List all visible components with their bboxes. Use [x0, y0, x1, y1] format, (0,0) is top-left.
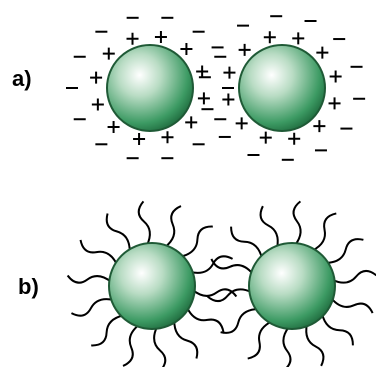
- positive-charge: [90, 72, 102, 84]
- particle: [107, 45, 193, 131]
- positive-charge: [236, 117, 248, 129]
- polymer-chain: [231, 227, 262, 258]
- page: {"panels": [{"label": "a)"}, {"label": "…: [0, 0, 376, 367]
- polymer-chain: [165, 206, 181, 247]
- polymer-chain: [261, 206, 278, 248]
- positive-charge: [180, 43, 192, 55]
- positive-charge: [196, 65, 208, 77]
- polymer-chain: [107, 214, 130, 252]
- positive-charge: [313, 120, 325, 132]
- polymer-chain: [68, 276, 112, 283]
- positive-charge: [103, 48, 115, 60]
- positive-charge: [330, 70, 342, 82]
- polymer-chain: [139, 201, 150, 245]
- positive-charge: [264, 31, 276, 43]
- positive-charge: [133, 133, 145, 145]
- polymer-chain: [154, 327, 165, 367]
- polymer-chain: [313, 213, 337, 250]
- particle: [249, 243, 335, 329]
- positive-charge: [108, 121, 120, 133]
- polymer-chain: [306, 324, 323, 366]
- positive-charge: [329, 97, 341, 109]
- positive-charge: [92, 99, 104, 111]
- polymer-chain: [123, 325, 139, 366]
- positive-charge: [292, 32, 304, 44]
- positive-charge: [239, 44, 251, 56]
- positive-charge: [161, 131, 173, 143]
- particle: [239, 45, 325, 131]
- polymer-chain: [174, 320, 197, 358]
- polymer-chain: [326, 239, 363, 263]
- positive-charge: [222, 94, 234, 106]
- polymer-chain: [322, 314, 353, 345]
- particle: [109, 243, 195, 329]
- polymer-chain: [181, 227, 213, 257]
- positive-charge: [288, 133, 300, 145]
- polymer-chain: [211, 259, 252, 274]
- positive-charge: [316, 47, 328, 59]
- polymer-chain: [221, 309, 258, 333]
- polymer-chain: [283, 327, 290, 367]
- positive-charge: [127, 33, 139, 45]
- positive-charge: [155, 31, 167, 43]
- polymer-chain: [81, 240, 117, 265]
- positive-charge: [223, 67, 235, 79]
- polymer-chain: [294, 201, 301, 245]
- polymer-chain: [191, 256, 233, 273]
- polymer-chain: [71, 299, 113, 316]
- panel-label: a): [12, 66, 32, 91]
- particles: [107, 45, 335, 329]
- positive-charge: [185, 116, 197, 128]
- positive-charge: [260, 132, 272, 144]
- polymer-chain: [333, 271, 376, 283]
- polymer-chain: [248, 321, 272, 358]
- panel-label: b): [18, 274, 39, 299]
- positive-charge: [198, 92, 210, 104]
- figure: a) b): [0, 0, 376, 367]
- polymer-chain: [331, 298, 372, 313]
- polymer-chain: [187, 307, 223, 332]
- polymer-chain: [91, 315, 123, 345]
